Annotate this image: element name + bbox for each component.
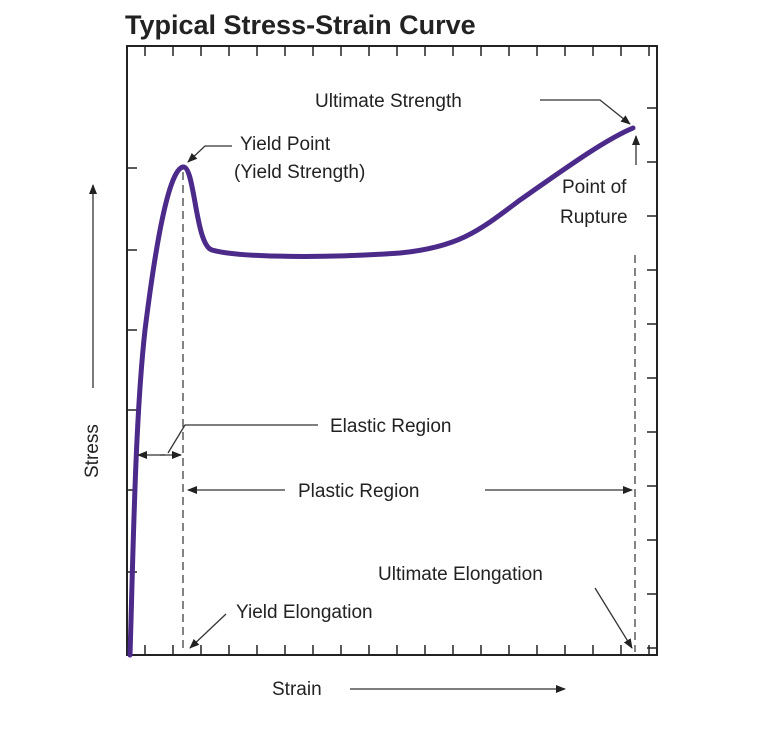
annotation: Yield Point <box>240 134 331 155</box>
annotation: Rupture <box>560 207 628 228</box>
stress-strain-curve <box>127 125 636 658</box>
annotation: Yield Elongation <box>236 602 373 623</box>
y-axis-label: Stress <box>82 424 103 478</box>
yield-point-leader <box>187 145 232 163</box>
ultimate-elongation-leader <box>594 587 633 649</box>
ticks <box>127 46 657 655</box>
plot-frame <box>126 45 658 656</box>
title: Typical Stress-Strain Curve <box>125 10 476 40</box>
annotation: Elastic Region <box>330 416 451 437</box>
annotation: Plastic Region <box>298 481 419 502</box>
x-axis-label: Strain <box>272 679 322 700</box>
elastic-leader <box>167 424 318 454</box>
ultimate-strength-leader <box>540 99 631 125</box>
yield-elongation-leader <box>189 613 227 649</box>
annotation: Ultimate Elongation <box>378 564 543 585</box>
annotation: Ultimate Strength <box>315 91 462 112</box>
annotation: (Yield Strength) <box>234 162 365 183</box>
annotation: Point of <box>562 177 627 198</box>
